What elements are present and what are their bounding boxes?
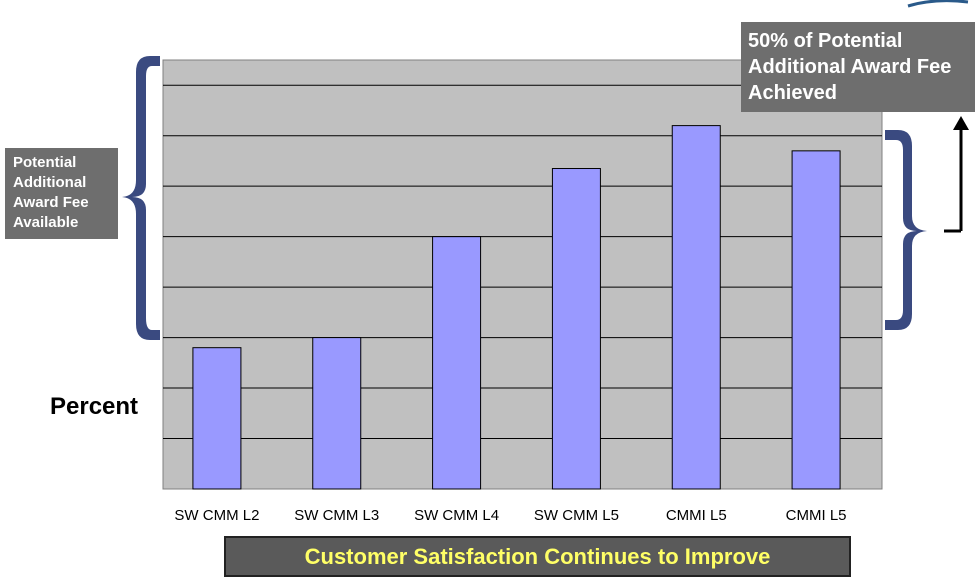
x-tick-label: SW CMM L5 [534, 507, 619, 524]
bar [791, 150, 841, 490]
x-tick-labels: SW CMM L2 SW CMM L3 SW CMM L4 SW CMM L5 CMMI… [174, 507, 846, 524]
x-tick-label: CMMI L5 [786, 507, 847, 524]
right-brace [885, 130, 927, 330]
bar [551, 168, 601, 490]
bar [312, 337, 362, 490]
right-callout-achieved: 50% of Potential Additional Award Fee Ac… [741, 22, 975, 112]
left-callout-available: Potential Additional Award Fee Available [5, 148, 118, 239]
bar [671, 125, 721, 490]
x-tick-label: SW CMM L3 [294, 507, 379, 524]
left-brace [122, 56, 160, 340]
x-tick-label: CMMI L5 [666, 507, 727, 524]
bar [192, 347, 242, 490]
bar [432, 236, 482, 490]
footer-banner: Customer Satisfaction Continues to Impro… [224, 536, 851, 577]
arrow-connector [944, 116, 969, 233]
y-axis-label: Percent [50, 393, 139, 420]
gridlines [163, 84, 882, 440]
plot-area [162, 59, 883, 490]
bars [192, 125, 841, 490]
logo-arc [907, 0, 969, 8]
x-tick-label: SW CMM L2 [174, 507, 259, 524]
x-tick-label: SW CMM L4 [414, 507, 499, 524]
